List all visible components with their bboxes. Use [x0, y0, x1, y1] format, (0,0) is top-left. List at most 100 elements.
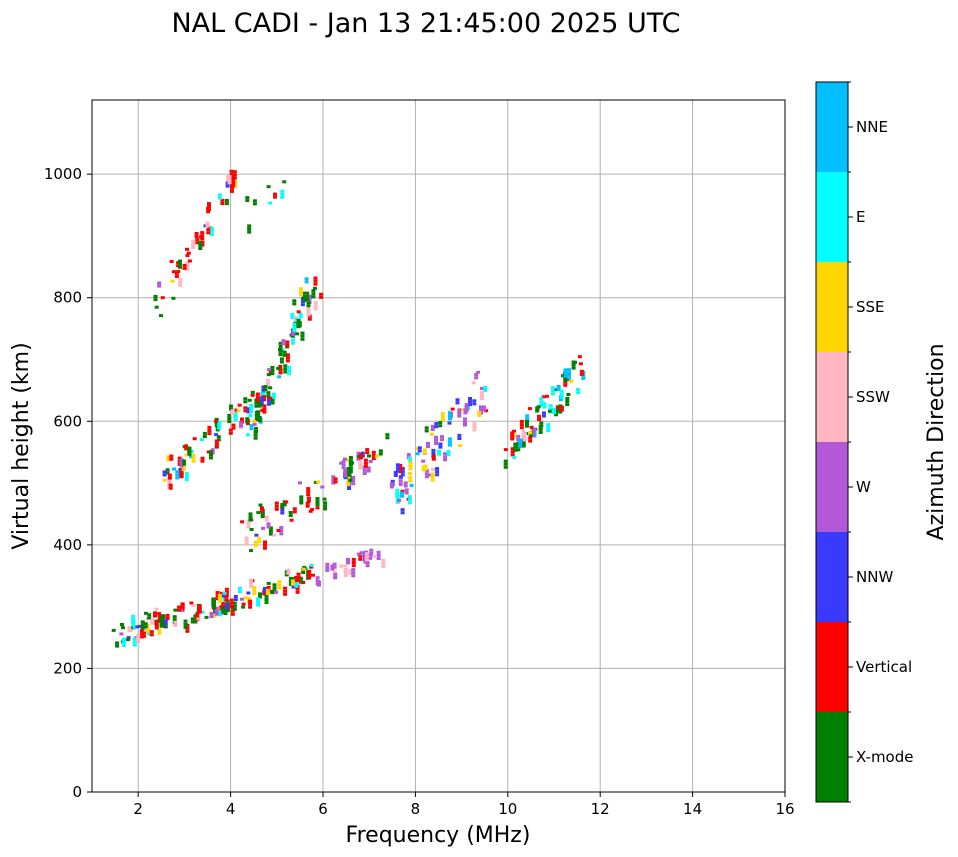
- echo-point: [250, 393, 255, 397]
- echo-point: [182, 462, 187, 466]
- echo-point: [157, 614, 162, 618]
- echo-point: [325, 568, 330, 572]
- echo-point: [204, 615, 209, 619]
- echo-point: [263, 543, 267, 547]
- echo-point: [280, 506, 285, 510]
- echo-point: [165, 468, 170, 472]
- echo-point: [246, 591, 251, 595]
- echo-point: [307, 297, 312, 301]
- echo-point: [306, 301, 311, 305]
- echo-point: [285, 359, 290, 363]
- echo-point: [306, 499, 311, 503]
- echo-point: [270, 398, 275, 402]
- echo-point: [306, 310, 311, 314]
- echo-point: [283, 592, 288, 596]
- echo-point: [281, 342, 286, 346]
- echo-point: [351, 557, 356, 561]
- echo-point: [398, 467, 403, 471]
- echo-point: [154, 626, 159, 630]
- echo-point: [531, 433, 536, 437]
- echo-point: [278, 344, 283, 348]
- echo-point: [366, 466, 371, 470]
- echo-point: [539, 424, 544, 428]
- echo-point: [266, 373, 271, 377]
- echo-point: [167, 479, 172, 483]
- echo-point: [248, 605, 253, 609]
- echo-point: [552, 410, 556, 414]
- echo-point: [182, 266, 187, 270]
- echo-point: [343, 457, 347, 461]
- echo-point: [290, 338, 295, 342]
- echo-point: [184, 447, 189, 451]
- echo-point: [341, 463, 346, 467]
- echo-point: [249, 528, 254, 531]
- echo-point: [252, 422, 257, 426]
- echo-point: [315, 506, 320, 510]
- x-tick-label: 8: [411, 800, 421, 818]
- echo-point: [258, 592, 262, 596]
- echo-point: [510, 450, 515, 454]
- echo-point: [400, 508, 405, 512]
- echo-point: [142, 631, 147, 635]
- echo-point: [267, 368, 272, 372]
- echo-point: [263, 546, 267, 550]
- echo-point: [227, 181, 232, 185]
- colorbar-frame: [815, 81, 849, 803]
- echo-point: [178, 259, 182, 263]
- echo-point: [417, 449, 422, 453]
- series-4: [245, 276, 324, 440]
- echo-point: [257, 537, 262, 541]
- echo-point: [183, 619, 188, 623]
- echo-point: [240, 417, 244, 421]
- echo-point: [310, 508, 315, 511]
- echo-point: [280, 189, 285, 193]
- echo-point: [168, 483, 173, 487]
- echo-point: [368, 460, 373, 463]
- echo-point: [512, 429, 516, 433]
- echo-point: [169, 457, 174, 461]
- echo-point: [207, 205, 211, 209]
- echo-point: [424, 475, 429, 479]
- echo-point: [559, 395, 564, 399]
- echo-point: [159, 314, 163, 318]
- echo-point: [294, 576, 299, 579]
- echo-point: [224, 587, 229, 591]
- echo-point: [115, 641, 120, 645]
- echo-point: [195, 241, 200, 245]
- echo-point: [360, 451, 365, 455]
- y-axis-label: Virtual height (km): [9, 342, 34, 549]
- colorbar-segment-e: [816, 172, 848, 262]
- echo-point: [270, 401, 275, 405]
- echo-point: [348, 571, 353, 575]
- echo-point: [265, 588, 270, 592]
- echo-point: [257, 416, 262, 419]
- echo-point: [395, 466, 400, 470]
- echo-point: [407, 495, 412, 499]
- echo-point: [143, 611, 148, 615]
- echo-point: [403, 481, 408, 485]
- echo-point: [559, 392, 564, 396]
- echo-point: [521, 429, 526, 433]
- echo-point: [260, 509, 264, 513]
- echo-point: [554, 413, 559, 417]
- echo-point: [331, 478, 336, 482]
- echo-point: [510, 447, 515, 451]
- echo-point: [315, 576, 320, 580]
- echo-point: [237, 403, 242, 407]
- echo-point: [407, 498, 412, 502]
- echo-point: [430, 478, 435, 482]
- echo-point: [376, 557, 381, 560]
- echo-point: [274, 590, 278, 594]
- echo-point: [214, 445, 219, 449]
- echo-point: [556, 388, 561, 392]
- echo-point: [245, 199, 250, 203]
- echo-point: [287, 369, 291, 372]
- echo-point: [541, 395, 546, 399]
- echo-point: [435, 467, 440, 471]
- echo-point: [231, 181, 236, 184]
- echo-point: [192, 437, 197, 441]
- echo-point: [263, 540, 267, 544]
- echo-point: [304, 277, 309, 281]
- echo-point: [331, 475, 336, 479]
- echo-point: [457, 437, 462, 440]
